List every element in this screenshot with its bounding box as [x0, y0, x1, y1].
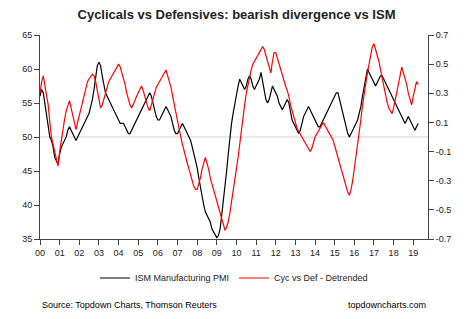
- svg-text:0.3: 0.3: [436, 88, 449, 98]
- svg-text:-0.3: -0.3: [436, 176, 452, 186]
- svg-text:Cyc vs Def - Detrended: Cyc vs Def - Detrended: [274, 273, 368, 283]
- svg-text:11: 11: [251, 248, 260, 258]
- svg-text:16: 16: [349, 248, 359, 258]
- svg-text:50: 50: [22, 132, 32, 142]
- svg-text:19: 19: [408, 248, 418, 258]
- svg-text:55: 55: [22, 98, 32, 108]
- svg-text:08: 08: [192, 248, 202, 258]
- svg-text:0.1: 0.1: [436, 118, 449, 128]
- svg-text:13: 13: [290, 248, 300, 258]
- svg-text:01: 01: [55, 248, 65, 258]
- svg-text:05: 05: [133, 248, 143, 258]
- svg-text:Source: Topdown Charts, Thomso: Source: Topdown Charts, Thomson Reuters: [42, 300, 217, 310]
- svg-text:-0.1: -0.1: [436, 147, 452, 157]
- svg-text:10: 10: [231, 248, 241, 258]
- svg-text:0.5: 0.5: [436, 59, 449, 69]
- svg-text:65: 65: [22, 30, 32, 40]
- svg-text:0.7: 0.7: [436, 30, 449, 40]
- svg-text:14: 14: [310, 248, 320, 258]
- svg-text:09: 09: [212, 248, 222, 258]
- svg-text:06: 06: [153, 248, 163, 258]
- svg-text:Cyclicals vs Defensives: beari: Cyclicals vs Defensives: bearish diverge…: [78, 7, 396, 22]
- svg-text:18: 18: [389, 248, 399, 258]
- svg-text:02: 02: [74, 248, 84, 258]
- svg-text:07: 07: [173, 248, 183, 258]
- svg-text:03: 03: [94, 248, 104, 258]
- svg-text:topdowncharts.com: topdowncharts.com: [348, 300, 426, 310]
- svg-text:17: 17: [369, 248, 379, 258]
- svg-text:04: 04: [114, 248, 124, 258]
- svg-text:40: 40: [22, 200, 32, 210]
- svg-text:00: 00: [35, 248, 45, 258]
- svg-text:60: 60: [22, 64, 32, 74]
- svg-text:-0.7: -0.7: [436, 234, 452, 244]
- svg-text:15: 15: [330, 248, 340, 258]
- svg-text:12: 12: [271, 248, 281, 258]
- svg-text:-0.5: -0.5: [436, 205, 452, 215]
- svg-text:35: 35: [22, 234, 32, 244]
- svg-text:ISM Manufacturing PMI: ISM Manufacturing PMI: [135, 273, 229, 283]
- svg-text:45: 45: [22, 166, 32, 176]
